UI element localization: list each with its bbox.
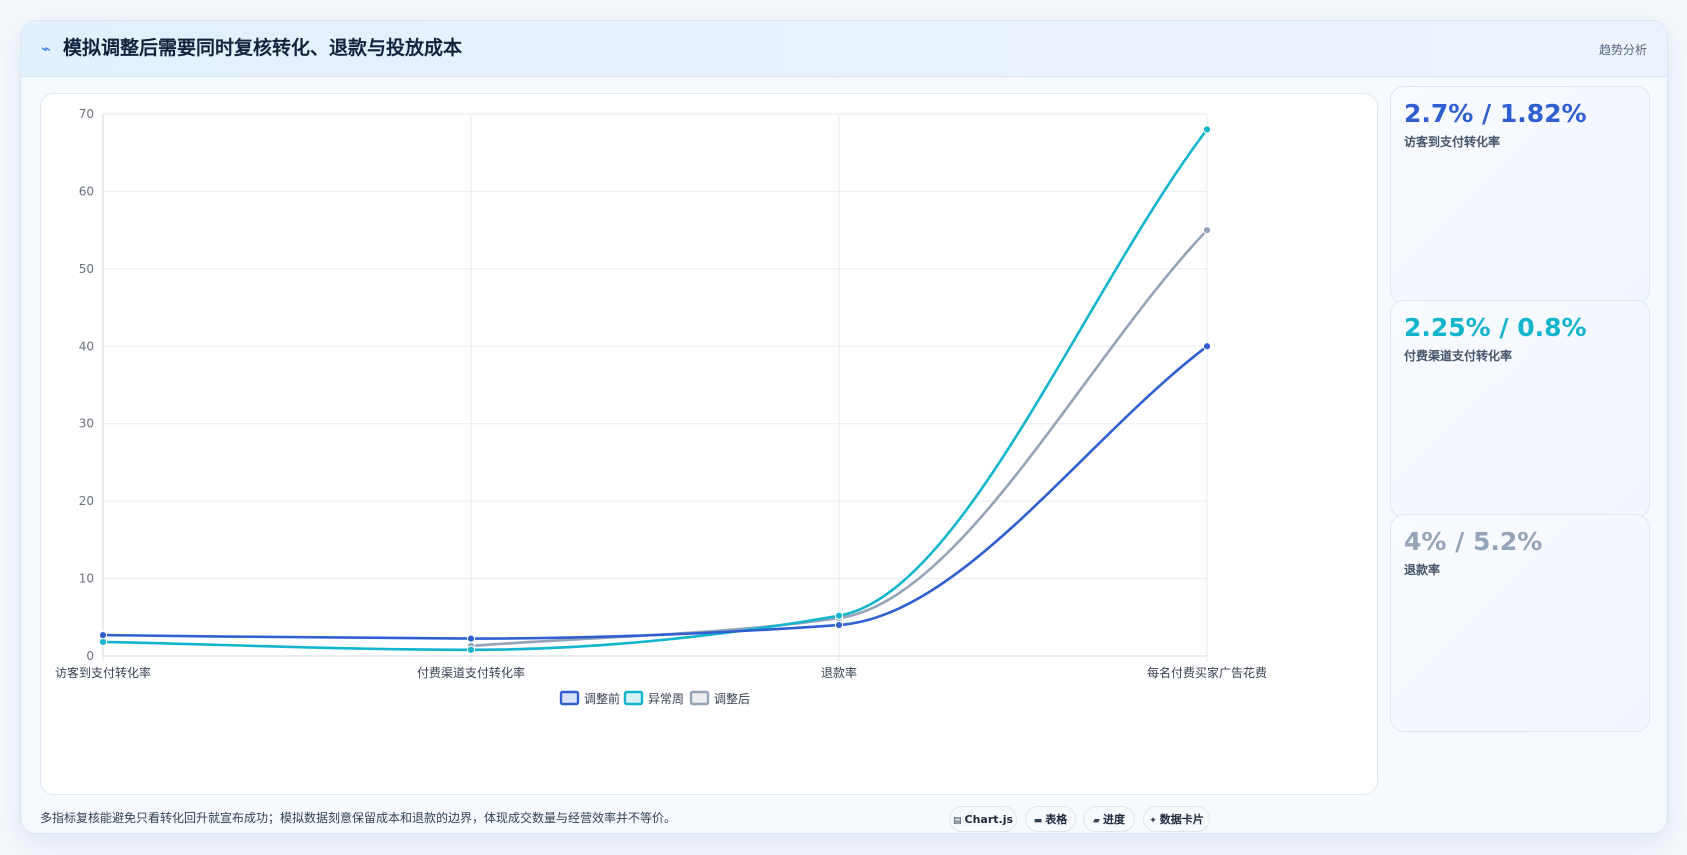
legend-swatch — [559, 690, 580, 706]
y-tick-label: 20 — [79, 494, 94, 508]
legend-label: 异常周 — [648, 692, 684, 706]
trend-icon: ⌁ — [41, 39, 51, 58]
trend-analysis-tag[interactable]: 趋势分析 — [1598, 43, 1647, 57]
stat-label: 退款率 — [1404, 563, 1441, 577]
dashboard-card: ⌁ 模拟调整后需要同时复核转化、退款与投放成本 趋势分析 0 10 20 30 40 50… — [20, 20, 1668, 834]
pill-label: 表格 — [1045, 813, 1068, 826]
legend-item: 异常周 — [623, 690, 684, 706]
y-tick-label: 10 — [79, 572, 94, 586]
stat-value: 4% / 5.2% — [1404, 527, 1543, 556]
sparkle-icon: ✦ — [1149, 816, 1157, 826]
data-point — [466, 634, 476, 643]
data-point — [98, 637, 108, 647]
chart-icon: ▤ — [952, 816, 962, 826]
legend-label: 调整前 — [584, 691, 620, 706]
legend-label: 调整后 — [714, 691, 750, 706]
series-line — [101, 128, 1209, 652]
data-point — [1202, 125, 1212, 134]
footer-note: 多指标复核能避免只看转化回升就宣布成功；模拟数据刻意保留成本和退款的边界，体现成… — [40, 811, 677, 825]
page-title: 模拟调整后需要同时复核转化、退款与投放成本 — [63, 37, 463, 59]
y-tick-label: 50 — [79, 262, 94, 276]
pill-label: 进度 — [1102, 813, 1125, 826]
data-point — [834, 611, 844, 620]
y-tick-label: 40 — [79, 339, 94, 353]
y-tick-label: 30 — [79, 417, 94, 431]
x-tick-label: 访客到支付转化率 — [55, 665, 151, 680]
legend-swatch — [623, 690, 644, 706]
data-point — [98, 630, 108, 640]
series-异常周 — [98, 125, 1212, 654]
series-调整前 — [98, 342, 1212, 643]
x-tick-label: 退款率 — [821, 665, 857, 680]
y-tick-label: 70 — [79, 107, 94, 121]
stat-label: 付费渠道支付转化率 — [1404, 349, 1513, 363]
data-point — [466, 645, 476, 654]
x-tick-label: 付费渠道支付转化率 — [417, 665, 525, 680]
table-icon: ▬ — [1033, 816, 1043, 826]
pill-label: 数据卡片 — [1159, 813, 1204, 826]
stat-card-visit-conversion: 2.7% / 1.82% 访客到支付转化率 — [1390, 86, 1650, 304]
data-point — [1202, 342, 1212, 351]
progress-icon: ▰ — [1093, 816, 1100, 826]
line-chart: 0 10 20 30 40 50 60 70 访客到支付转化率 付费渠道支付转化率 退款率 每名付费买… — [55, 107, 1267, 706]
stat-value: 2.7% / 1.82% — [1404, 99, 1587, 128]
table-pill[interactable]: ▬ 表格 — [1025, 806, 1076, 832]
data-point — [1202, 226, 1212, 235]
stat-label: 访客到支付转化率 — [1404, 135, 1501, 149]
legend-item: 调整后 — [689, 690, 750, 706]
series-line — [101, 344, 1209, 640]
data-card-pill[interactable]: ✦ 数据卡片 — [1143, 806, 1210, 832]
stat-value: 2.25% / 0.8% — [1404, 313, 1587, 342]
y-tick-label: 60 — [79, 184, 94, 198]
y-tick-label: 0 — [86, 649, 94, 663]
card-header: ⌁ 模拟调整后需要同时复核转化、退款与投放成本 趋势分析 — [21, 21, 1667, 77]
data-point — [834, 620, 844, 630]
chartjs-pill[interactable]: ▤ Chart.js — [949, 806, 1017, 832]
legend-item: 调整前 — [559, 690, 620, 706]
stat-card-refund-rate: 4% / 5.2% 退款率 — [1390, 514, 1650, 732]
x-tick-label: 每名付费买家广告花费 — [1147, 665, 1267, 680]
legend-swatch — [689, 690, 710, 706]
pill-label: Chart.js — [964, 813, 1014, 826]
line-chart-panel: 0 10 20 30 40 50 60 70 访客到支付转化率 付费渠道支付转化率 退款率 每名付费买… — [40, 93, 1378, 795]
stat-card-paid-channel-conversion: 2.25% / 0.8% 付费渠道支付转化率 — [1390, 300, 1650, 518]
progress-pill[interactable]: ▰ 进度 — [1083, 806, 1135, 832]
